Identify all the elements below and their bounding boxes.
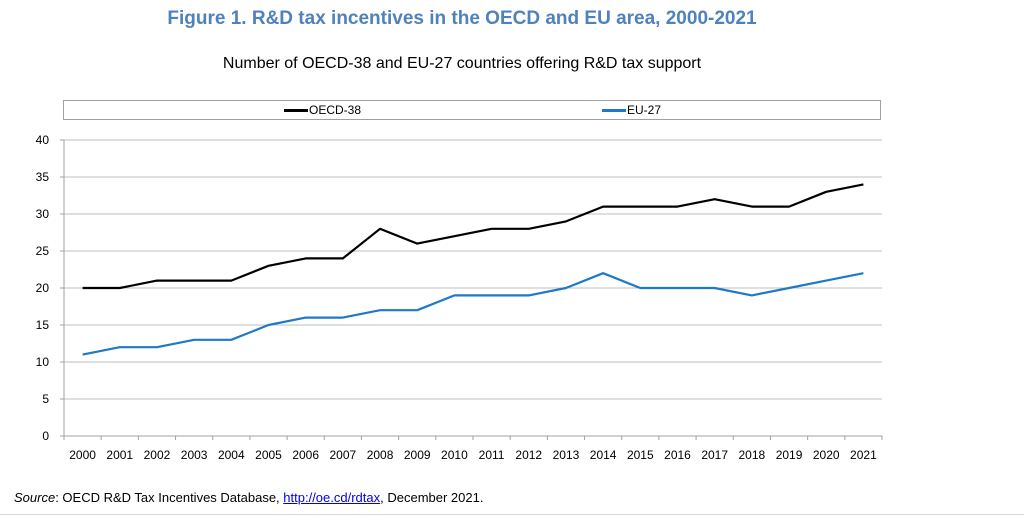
legend-item-eu: EU-27 xyxy=(602,103,661,117)
x-tick-label: 2020 xyxy=(813,448,840,462)
page-divider xyxy=(0,514,1024,515)
series-line-eu-27 xyxy=(82,272,864,356)
x-tick-label: 2004 xyxy=(218,448,245,462)
legend-swatch-oecd xyxy=(284,108,308,112)
x-tick-label: 2018 xyxy=(739,448,766,462)
legend-item-oecd: OECD-38 xyxy=(284,103,361,117)
source-date: , December 2021. xyxy=(380,490,484,505)
x-tick-label: 2010 xyxy=(441,448,468,462)
x-tick-label: 2014 xyxy=(590,448,617,462)
x-tick-label: 2011 xyxy=(479,448,505,462)
y-tick-label: 0 xyxy=(42,429,49,443)
source-text: : OECD R&D Tax Incentives Database, xyxy=(55,490,284,505)
x-tick-label: 2021 xyxy=(850,448,877,462)
series-line-oecd-38 xyxy=(82,183,864,290)
chart-subtitle: Number of OECD-38 and EU-27 countries of… xyxy=(222,55,702,72)
y-tick-label: 40 xyxy=(36,133,50,147)
source-note: Source: OECD R&D Tax Incentives Database… xyxy=(14,490,483,505)
x-tick-label: 2007 xyxy=(330,448,357,462)
x-tick-label: 2008 xyxy=(367,448,394,462)
x-tick-label: 2002 xyxy=(144,448,171,462)
y-tick-label: 10 xyxy=(36,355,50,369)
chart-legend: OECD-38 EU-27 xyxy=(63,100,881,120)
x-tick-label: 2006 xyxy=(292,448,319,462)
y-tick-label: 5 xyxy=(42,392,49,406)
x-tick-label: 2013 xyxy=(553,448,580,462)
legend-swatch-eu xyxy=(602,108,626,112)
x-tick-label: 2012 xyxy=(515,448,542,462)
x-tick-label: 2005 xyxy=(255,448,282,462)
x-tick-label: 2000 xyxy=(69,448,96,462)
x-tick-label: 2016 xyxy=(664,448,691,462)
y-tick-label: 35 xyxy=(36,170,50,184)
y-tick-label: 30 xyxy=(36,207,50,221)
source-label: Source xyxy=(14,490,56,505)
x-tick-label: 2001 xyxy=(106,448,133,462)
source-link[interactable]: http://oe.cd/rdtax xyxy=(283,490,381,505)
y-tick-label: 25 xyxy=(36,244,50,258)
x-tick-label: 2017 xyxy=(701,448,728,462)
x-tick-label: 2009 xyxy=(404,448,431,462)
legend-label-eu: EU-27 xyxy=(627,103,662,117)
legend-label-oecd: OECD-38 xyxy=(309,103,362,117)
x-tick-label: 2015 xyxy=(627,448,654,462)
y-tick-label: 20 xyxy=(36,281,50,295)
x-tick-label: 2003 xyxy=(181,448,208,462)
figure-title: Figure 1. R&D tax incentives in the OECD… xyxy=(167,8,757,29)
y-tick-label: 15 xyxy=(36,318,50,332)
x-tick-label: 2019 xyxy=(776,448,803,462)
